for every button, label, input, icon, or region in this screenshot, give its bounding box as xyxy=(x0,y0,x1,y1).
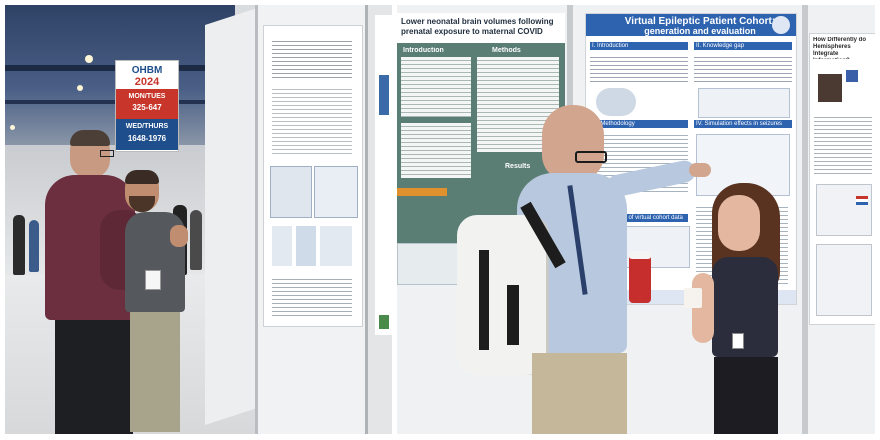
person-trousers xyxy=(130,312,180,432)
poster-figure xyxy=(314,166,358,218)
person-presenter xyxy=(115,170,205,434)
banner-days-2: WED/THURS xyxy=(125,123,169,130)
poster-covid: Lower neonatal brain volumes following p… xyxy=(397,13,565,243)
person-arm xyxy=(692,273,714,343)
poster-figure xyxy=(818,74,842,102)
poster-figure xyxy=(596,88,636,116)
ceiling-light xyxy=(10,125,15,130)
banner-blue-block xyxy=(116,119,178,150)
poster-section-header xyxy=(694,120,792,128)
person-man-backpack xyxy=(457,105,711,434)
poster-text-block xyxy=(814,114,872,174)
poster-text-block xyxy=(272,276,352,316)
poster-section-1: I. Introduction xyxy=(592,43,629,49)
poster-covid-section-methods: Methods xyxy=(492,47,521,54)
lanyard-badge xyxy=(145,270,161,290)
poster-section-4: IV. Simulation effects in seizures xyxy=(696,121,783,127)
poster-hemispheres-title: How Differently do Hemispheres Integrate… xyxy=(813,37,867,59)
poster-logo xyxy=(772,16,790,34)
research-poster-edge xyxy=(375,15,392,335)
poster-text-block xyxy=(590,54,688,84)
person-head xyxy=(718,195,760,251)
lanyard-badge xyxy=(732,333,744,349)
banner-days-1: MON/TUES xyxy=(128,93,166,100)
ceiling-light xyxy=(85,55,93,63)
poster-section-header xyxy=(694,42,792,50)
person-torso xyxy=(712,257,778,357)
backpack xyxy=(457,215,549,375)
poster-covid-title: Lower neonatal brain volumes following p… xyxy=(401,17,554,36)
poster-hemispheres: How Differently do Hemispheres Integrate… xyxy=(809,33,875,325)
ohbm-banner: OHBM 2024 MON/TUES 325-647 WED/THURS 164… xyxy=(115,60,179,152)
poster-flag-figure xyxy=(856,196,868,205)
research-poster xyxy=(263,25,363,327)
banner-title: OHBM xyxy=(131,65,163,76)
poster-covid-section-results: Results xyxy=(505,163,531,170)
banner-range-2: 1648-1976 xyxy=(127,134,167,143)
background-person xyxy=(13,215,25,275)
poster-figure xyxy=(846,70,858,82)
poster-section-header xyxy=(590,214,688,222)
poster-figure xyxy=(379,75,389,115)
banner-range-1: 325-647 xyxy=(132,103,162,112)
paper-cup xyxy=(684,288,702,308)
poster-figure xyxy=(379,315,389,329)
backpack-strap xyxy=(507,285,519,345)
person-maroon-shirt xyxy=(40,130,150,434)
person-trousers xyxy=(714,357,778,434)
poster-epilepsy-header xyxy=(586,14,796,36)
poster-section-header xyxy=(590,42,688,50)
left-photo: OHBM 2024 MON/TUES 325-647 WED/THURS 164… xyxy=(5,5,392,434)
right-photo: Lower neonatal brain volumes following p… xyxy=(397,5,875,434)
poster-text-block xyxy=(272,38,352,78)
poster-covid-section-intro: Introduction xyxy=(403,47,444,54)
poster-text-block xyxy=(401,123,471,178)
poster-epilepsy-title-1: Virtual Epileptic Patient Cohort: xyxy=(624,16,776,27)
poster-text-block xyxy=(694,54,792,84)
poster-figure xyxy=(816,244,872,316)
background-person xyxy=(190,210,202,270)
person-hand xyxy=(170,225,188,247)
poster-text-block xyxy=(272,86,352,156)
person-trousers xyxy=(55,320,133,434)
poster-section-5: V. Evaluation of virtual cohort data xyxy=(592,215,683,221)
poster-epilepsy-title-2: generation and evaluation xyxy=(644,26,756,36)
person-trousers xyxy=(532,353,627,434)
person-beard xyxy=(129,196,155,212)
poster-figure xyxy=(270,166,312,218)
poster-board-wall xyxy=(205,7,260,425)
banner-red-block xyxy=(116,89,178,119)
red-water-bottle xyxy=(629,255,651,303)
banner-year: 2024 xyxy=(134,76,160,88)
poster-chart xyxy=(272,226,352,266)
person-woman-presenter xyxy=(682,183,792,434)
poster-section-3: III. Methodology xyxy=(592,121,635,127)
poster-orange-strip xyxy=(397,188,447,196)
person-head xyxy=(542,105,604,181)
bottle-cap xyxy=(629,251,651,259)
person-glasses xyxy=(100,150,114,157)
poster-text-block xyxy=(401,57,471,117)
person-glasses xyxy=(575,151,607,163)
ceiling-light xyxy=(77,85,83,91)
background-person xyxy=(29,220,39,272)
poster-section-2: II. Knowledge gap xyxy=(696,43,745,49)
person-hair xyxy=(125,170,159,184)
poster-figure xyxy=(816,184,872,236)
person-hair xyxy=(70,130,110,146)
backpack-strap xyxy=(479,250,489,350)
person-hand xyxy=(689,163,711,177)
poster-section-header xyxy=(590,120,688,128)
poster-figure xyxy=(698,88,790,118)
board-frame xyxy=(802,5,808,434)
